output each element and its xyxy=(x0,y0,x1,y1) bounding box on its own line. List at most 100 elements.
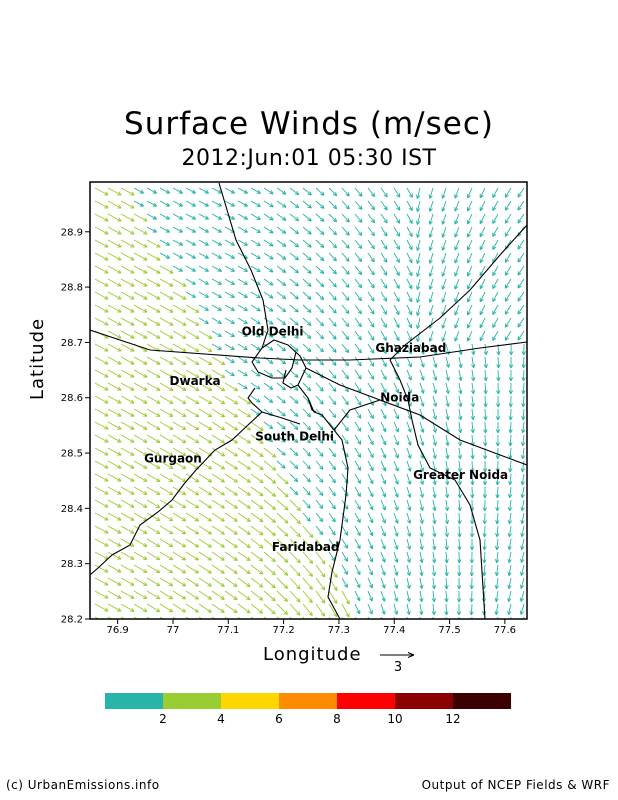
wind-vector xyxy=(172,434,187,444)
wind-vector xyxy=(107,395,122,404)
wind-vector xyxy=(416,265,421,277)
wind-vector xyxy=(263,434,274,443)
wind-vector xyxy=(315,603,326,617)
wind-vector xyxy=(416,330,421,342)
wind-vector xyxy=(172,291,187,300)
wind-vector xyxy=(328,265,337,275)
wind-vector xyxy=(146,408,161,417)
wind-vector xyxy=(211,213,223,220)
wind-vector xyxy=(302,200,312,209)
wind-vector xyxy=(380,304,388,315)
wind-vector xyxy=(185,304,200,313)
wind-vector xyxy=(482,486,488,499)
wind-vector xyxy=(146,317,161,326)
wind-vector xyxy=(367,252,375,263)
wind-vector xyxy=(133,291,148,300)
wind-vector xyxy=(198,551,212,561)
wind-vector xyxy=(185,239,196,246)
wind-vector xyxy=(520,460,526,473)
wind-vector xyxy=(146,200,158,207)
wind-vector xyxy=(482,551,487,564)
boundary-line xyxy=(305,367,527,466)
wind-vector xyxy=(276,200,287,208)
wind-vector xyxy=(250,382,261,390)
wind-vector xyxy=(289,460,299,470)
wind-vector xyxy=(482,460,488,473)
wind-vector xyxy=(159,551,174,561)
wind-vector xyxy=(302,317,312,327)
wind-vector xyxy=(172,382,187,391)
wind-vector xyxy=(393,382,400,394)
wind-vector xyxy=(457,525,462,538)
colorbar-label: 10 xyxy=(387,712,402,726)
wind-vector xyxy=(520,512,525,525)
wind-vector xyxy=(479,291,486,303)
wind-vector xyxy=(146,538,161,548)
boundary-line xyxy=(90,411,263,576)
wind-vector xyxy=(517,200,525,211)
wind-vector xyxy=(289,434,299,444)
wind-vector xyxy=(380,434,387,446)
wind-vector xyxy=(482,499,487,512)
wind-vector xyxy=(416,291,421,303)
wind-vector xyxy=(354,486,361,497)
wind-vector xyxy=(416,317,421,329)
wind-vector xyxy=(237,187,249,194)
wind-vector xyxy=(250,421,264,431)
wind-vector xyxy=(393,512,399,524)
wind-vector xyxy=(416,187,421,199)
wind-vector xyxy=(302,265,312,274)
x-tick-label: 77 xyxy=(167,625,180,636)
wind-vector xyxy=(479,200,486,212)
wind-vector xyxy=(520,564,525,576)
wind-vector xyxy=(302,434,311,444)
wind-vector xyxy=(263,551,276,563)
boundary-line xyxy=(389,359,486,619)
wind-vector xyxy=(172,330,187,339)
wind-vector xyxy=(250,291,261,299)
wind-vector xyxy=(224,278,235,285)
wind-vector xyxy=(328,278,337,288)
wind-vector xyxy=(211,278,222,285)
wind-vector xyxy=(172,499,187,509)
wind-vector xyxy=(432,551,437,564)
wind-vector xyxy=(276,187,287,195)
wind-vector xyxy=(302,421,312,431)
wind-vector xyxy=(354,434,362,445)
wind-vector xyxy=(94,278,109,287)
wind-vector xyxy=(483,408,488,421)
wind-vector xyxy=(393,434,399,446)
wind-vector xyxy=(419,499,424,511)
wind-vector xyxy=(495,460,500,473)
wind-vector xyxy=(432,499,437,512)
wind-vector xyxy=(445,356,450,368)
wind-vector xyxy=(367,330,375,341)
wind-vector xyxy=(263,473,277,484)
wind-vector xyxy=(237,590,251,601)
wind-vector xyxy=(224,408,239,418)
wind-vector xyxy=(107,226,122,235)
wind-vector xyxy=(507,525,512,538)
wind-vector xyxy=(250,603,264,614)
wind-vector xyxy=(107,239,122,248)
wind-vector xyxy=(441,239,447,251)
wind-vector xyxy=(224,512,238,522)
wind-vector xyxy=(159,564,174,574)
wind-vector xyxy=(224,486,238,496)
wind-vector xyxy=(263,447,277,458)
wind-vector xyxy=(393,356,400,368)
wind-vector xyxy=(466,252,473,264)
wind-vector xyxy=(159,239,171,246)
wind-vector xyxy=(428,187,434,199)
wind-vector xyxy=(406,252,413,264)
wind-vector xyxy=(172,265,183,272)
wind-vector xyxy=(159,226,171,233)
wind-vector xyxy=(276,421,286,430)
wind-vector xyxy=(328,564,338,578)
wind-vector xyxy=(315,551,326,565)
wind-vector xyxy=(466,291,473,303)
wind-vector xyxy=(224,343,235,351)
wind-vector xyxy=(185,265,196,272)
wind-vector xyxy=(354,512,361,523)
wind-vector xyxy=(393,200,401,211)
